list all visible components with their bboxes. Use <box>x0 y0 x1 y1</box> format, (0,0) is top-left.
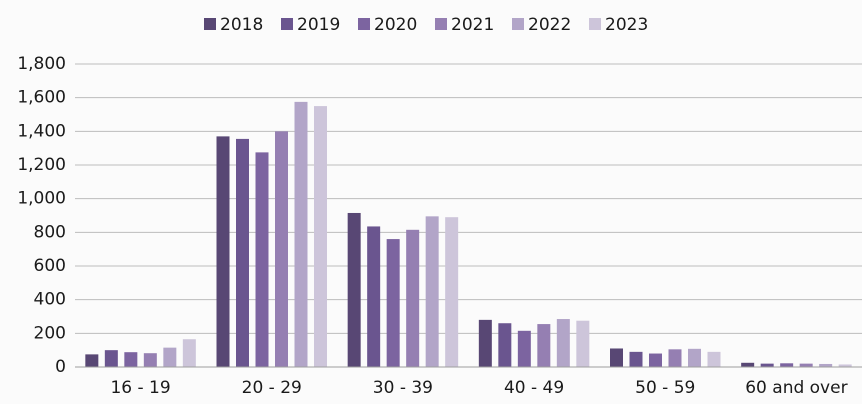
bar <box>478 319 492 367</box>
legend-swatch <box>358 18 370 30</box>
legend-label: 2021 <box>451 15 494 35</box>
legend-swatch <box>435 18 447 30</box>
bar <box>760 363 774 367</box>
x-tick-label: 20 - 29 <box>242 378 302 398</box>
bar <box>741 362 755 367</box>
bar <box>537 324 551 367</box>
bar <box>85 354 99 367</box>
bar <box>425 216 439 367</box>
bar <box>163 347 177 367</box>
y-tick-label: 200 <box>34 323 66 343</box>
y-tick-label: 600 <box>34 256 66 276</box>
bar <box>610 348 623 367</box>
x-tick-label: 16 - 19 <box>110 378 170 398</box>
y-tick-label: 1,000 <box>17 189 66 209</box>
bar <box>517 330 531 367</box>
bar <box>819 363 833 367</box>
bar <box>498 323 512 367</box>
bar <box>780 363 794 367</box>
bar <box>668 349 682 367</box>
bar <box>707 351 721 367</box>
x-tick-label: 30 - 39 <box>373 378 433 398</box>
bar <box>556 319 570 367</box>
bar <box>182 339 196 367</box>
bar <box>216 136 230 367</box>
y-tick-label: 800 <box>34 222 66 242</box>
bar <box>314 106 327 367</box>
bar <box>143 353 157 367</box>
y-tick-label: 1,400 <box>17 121 66 141</box>
legend-swatch <box>204 18 216 30</box>
y-tick-label: 0 <box>55 357 66 377</box>
legend-swatch <box>589 18 601 30</box>
y-tick-label: 1,600 <box>17 88 66 108</box>
bar <box>275 131 288 367</box>
legend-label: 2018 <box>220 15 263 35</box>
bar <box>294 101 308 367</box>
bar <box>406 229 420 367</box>
y-tick-label: 400 <box>34 290 66 310</box>
bar <box>104 350 118 367</box>
bar <box>838 364 852 367</box>
bar <box>124 352 138 367</box>
bar <box>255 152 269 367</box>
legend-swatch <box>281 18 293 30</box>
bar <box>347 212 361 367</box>
x-tick-label: 50 - 59 <box>635 378 695 398</box>
legend-label: 2020 <box>374 15 417 35</box>
legend-label: 2022 <box>528 15 571 35</box>
bar <box>576 320 590 367</box>
bar <box>799 363 813 367</box>
bar <box>629 351 643 367</box>
bar <box>445 217 459 367</box>
y-tick-label: 1,800 <box>17 54 66 74</box>
bar <box>688 348 701 367</box>
x-tick-label: 60 and over <box>745 378 847 398</box>
legend-label: 2019 <box>297 15 340 35</box>
legend-label: 2023 <box>605 15 648 35</box>
legend-swatch <box>512 18 524 30</box>
bar <box>386 239 400 367</box>
bar <box>649 353 662 367</box>
bar <box>367 226 381 367</box>
x-tick-label: 40 - 49 <box>504 378 564 398</box>
y-tick-label: 1,200 <box>17 155 66 175</box>
bar <box>236 138 249 367</box>
